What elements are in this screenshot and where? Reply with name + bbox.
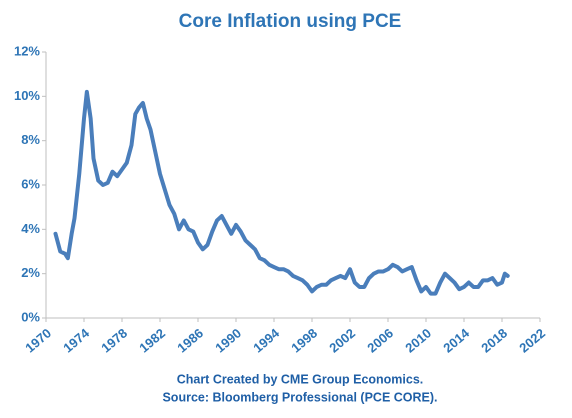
x-tick-label: 2022 xyxy=(516,325,548,355)
annotation: Source: Bloomberg Professional (PCE CORE… xyxy=(162,390,437,404)
x-tick-label: 2014 xyxy=(440,325,472,356)
y-tick-label: 6% xyxy=(21,176,40,191)
x-tick-label: 1970 xyxy=(22,325,54,355)
x-tick-label: 1990 xyxy=(212,325,244,355)
y-tick-label: 8% xyxy=(21,132,40,147)
x-tick-label: 1978 xyxy=(98,325,130,355)
chart-title: Core Inflation using PCE xyxy=(179,11,402,32)
line-series xyxy=(53,89,510,296)
x-tick-label: 1982 xyxy=(136,325,168,355)
x-tick-label: 1994 xyxy=(250,325,282,356)
y-tick-label: 12% xyxy=(14,43,40,58)
x-tick-label: 2002 xyxy=(326,325,358,355)
annotation: Chart Created by CME Group Economics. xyxy=(177,372,424,386)
x-tick-label: 1986 xyxy=(174,325,206,355)
x-tick-label: 2010 xyxy=(402,325,434,355)
y-tick-label: 10% xyxy=(14,88,40,103)
x-tick-label: 2006 xyxy=(364,325,396,355)
y-tick-label: 0% xyxy=(21,309,40,324)
x-tick-label: 1974 xyxy=(60,325,92,356)
x-tick-label: 1998 xyxy=(288,325,320,355)
y-tick-label: 2% xyxy=(21,265,40,280)
y-tick-label: 4% xyxy=(21,221,40,236)
x-tick-label: 2018 xyxy=(478,325,510,355)
